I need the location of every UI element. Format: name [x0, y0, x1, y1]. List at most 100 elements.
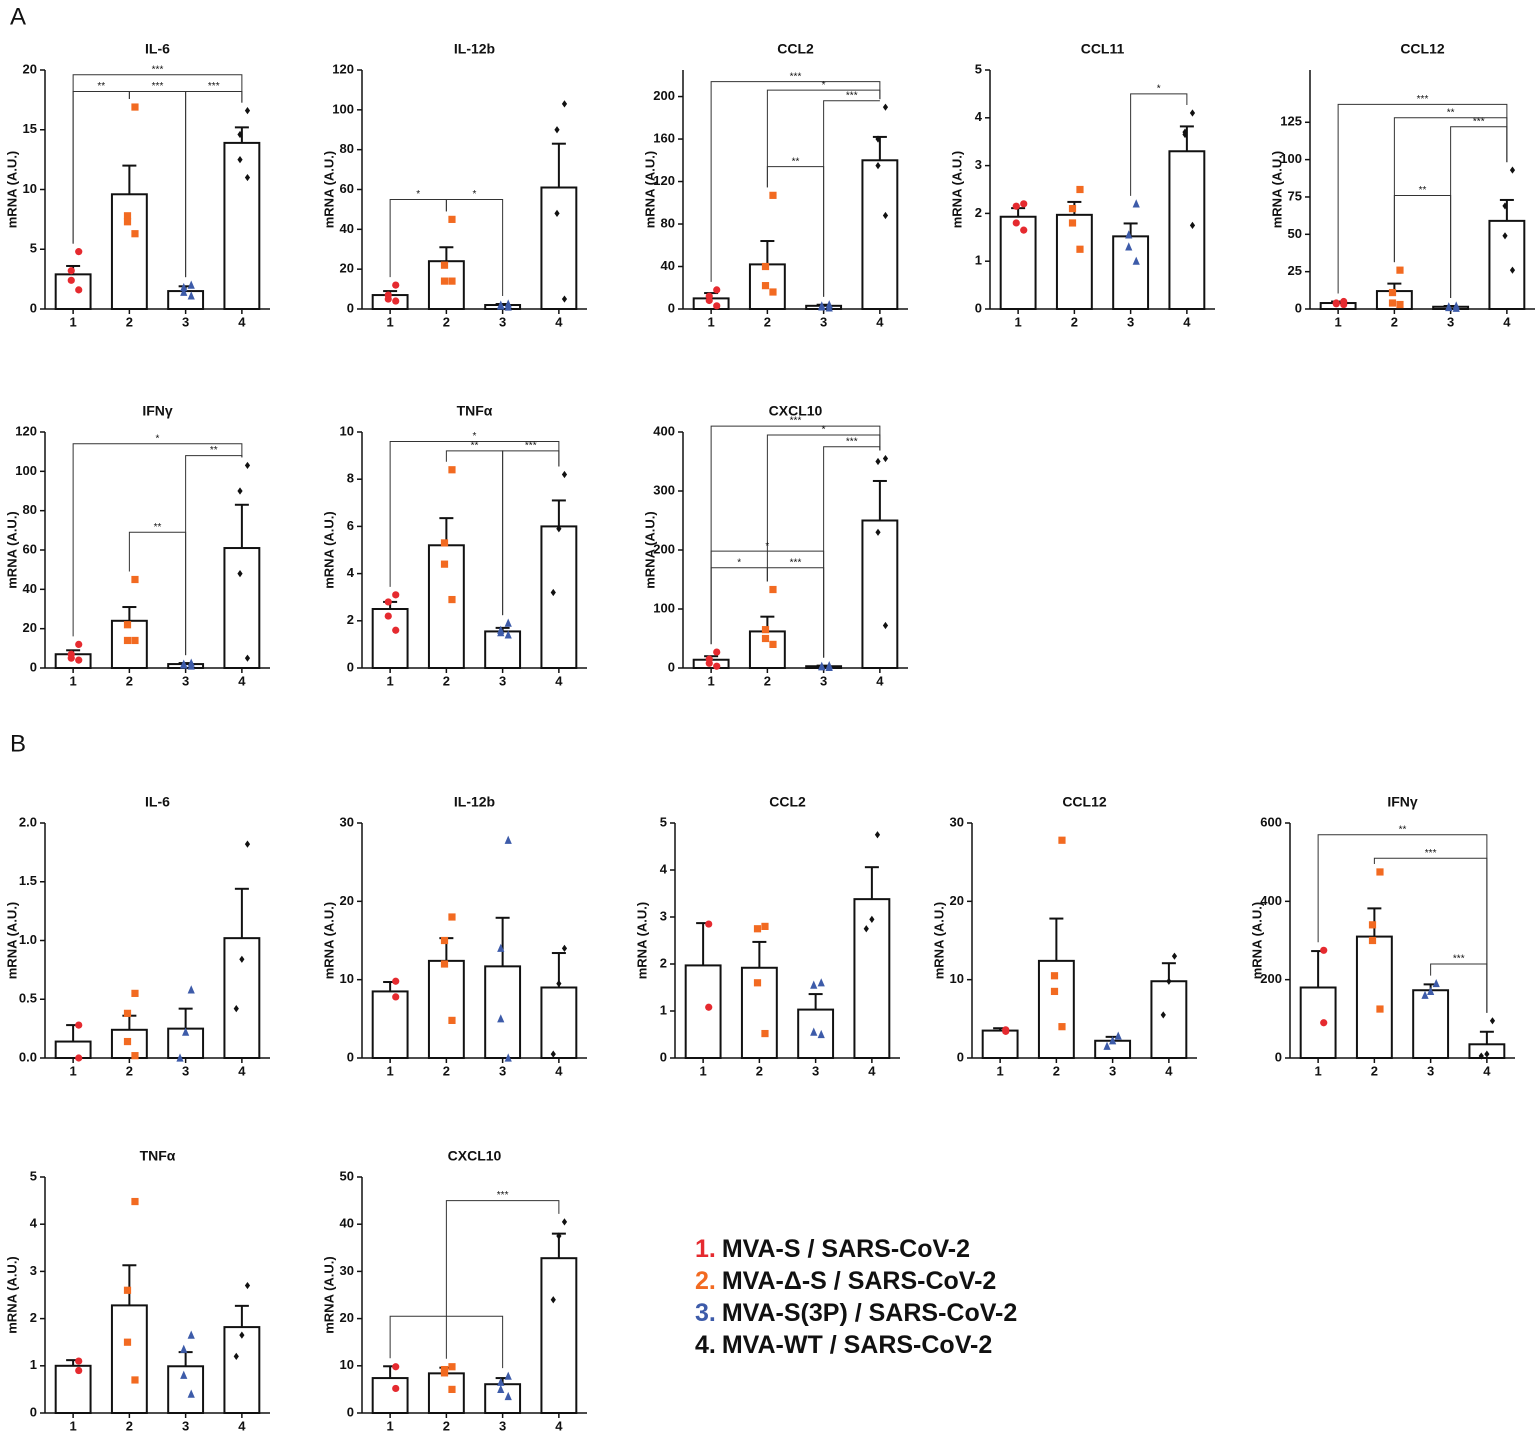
significance-bracket [823, 100, 880, 297]
data-point [187, 291, 195, 300]
significance-bracket [1317, 834, 1488, 1013]
data-point [131, 989, 139, 997]
bar [1299, 986, 1337, 1059]
data-point [810, 980, 818, 989]
data-point [753, 925, 762, 933]
bar [999, 215, 1037, 310]
legend-label: MVA-S / SARS-CoV-2 [722, 1235, 970, 1263]
x-tick-label: 3 [1127, 314, 1134, 329]
y-tick-label: 80 [340, 141, 354, 156]
significance-label: * [737, 557, 741, 568]
data-point [550, 588, 556, 597]
data-point [753, 979, 762, 987]
legend-number: 1. [695, 1235, 716, 1263]
significance-bracket [710, 425, 881, 645]
y-tick-label: 20 [340, 893, 354, 908]
y-tick-label: 200 [1260, 971, 1282, 986]
data-point [769, 191, 777, 199]
data-point [497, 1384, 505, 1393]
y-tick-label: 6 [347, 518, 354, 533]
x-tick-label: 4 [868, 1063, 876, 1078]
y-tick-label: 300 [653, 482, 675, 497]
error-bar [696, 922, 711, 966]
bar [1150, 980, 1188, 1060]
x-tick-label: 2 [764, 673, 771, 688]
data-point [180, 287, 188, 296]
data-point [237, 570, 243, 578]
significance-label: * [765, 541, 769, 552]
significance-bracket [72, 443, 243, 637]
y-tick-label: 4 [347, 565, 355, 580]
data-point [1452, 303, 1460, 312]
y-axis-label: mRNA (A.U.) [1269, 151, 1284, 229]
error-bar [872, 135, 887, 161]
y-tick-label: 0 [1275, 1049, 1282, 1064]
data-point [233, 1005, 239, 1013]
data-point [392, 626, 400, 634]
data-point [882, 103, 889, 111]
x-tick-label: 2 [126, 314, 133, 329]
x-tick-label: 3 [182, 314, 189, 329]
y-tick-label: 4 [30, 1216, 38, 1231]
x-tick-label: 2 [443, 1418, 450, 1432]
data-point [440, 560, 449, 568]
x-tick-label: 1 [1335, 314, 1342, 329]
data-point [131, 1376, 139, 1384]
chart-title: CCL2 [769, 794, 806, 810]
data-point [1320, 1019, 1328, 1027]
x-tick-label: 3 [499, 314, 506, 329]
data-point [180, 660, 188, 669]
data-point [1388, 288, 1397, 297]
data-point [75, 286, 83, 294]
bar [540, 186, 578, 310]
y-tick-label: 1 [975, 253, 982, 268]
data-point [440, 1369, 449, 1377]
x-tick-label: 3 [820, 673, 827, 688]
bar [1055, 213, 1093, 310]
data-point [705, 1003, 713, 1011]
x-tick-label: 2 [1053, 1063, 1060, 1078]
data-point [392, 281, 400, 289]
data-point [392, 1363, 400, 1371]
error-bar [760, 240, 775, 265]
panel-label: A [10, 3, 26, 30]
data-point [392, 591, 400, 599]
significance-bracket [1430, 963, 1488, 1013]
y-tick-label: 0 [660, 1049, 667, 1064]
legend-label: MVA-WT / SARS-CoV-2 [722, 1331, 992, 1359]
data-point [244, 1281, 251, 1290]
data-point [1189, 109, 1196, 117]
data-point [554, 126, 560, 134]
y-tick-label: 50 [340, 1168, 354, 1183]
data-point [131, 1197, 139, 1206]
x-tick-label: 2 [126, 1418, 133, 1432]
bar [1355, 935, 1393, 1059]
error-bar [495, 916, 510, 967]
data-point [1332, 300, 1340, 308]
y-tick-label: 100 [653, 600, 675, 615]
legend-number: 2. [695, 1267, 716, 1295]
data-point [440, 261, 449, 269]
data-point [75, 640, 83, 649]
y-tick-label: 100 [332, 101, 354, 116]
data-point [1050, 972, 1059, 980]
data-point [1020, 200, 1028, 208]
x-tick-label: 2 [126, 673, 133, 688]
error-bar [1123, 222, 1138, 237]
data-point [1058, 1023, 1066, 1031]
data-point [1502, 232, 1508, 240]
y-tick-label: 200 [653, 541, 675, 556]
y-axis-label: mRNA (A.U.) [949, 151, 964, 229]
data-point [761, 922, 769, 930]
data-point [818, 662, 826, 671]
x-tick-label: 1 [997, 1063, 1004, 1078]
y-tick-label: 400 [1260, 893, 1282, 908]
legend-number: 3. [695, 1299, 716, 1327]
data-point [1388, 299, 1397, 307]
bar [110, 1304, 148, 1415]
data-point [237, 487, 243, 495]
chart-title: CXCL10 [769, 403, 823, 419]
legend-item: 3. MVA-S(3P) / SARS-CoV-2 [695, 1299, 1017, 1327]
x-tick-label: 1 [70, 1418, 77, 1432]
data-point [187, 1389, 195, 1398]
